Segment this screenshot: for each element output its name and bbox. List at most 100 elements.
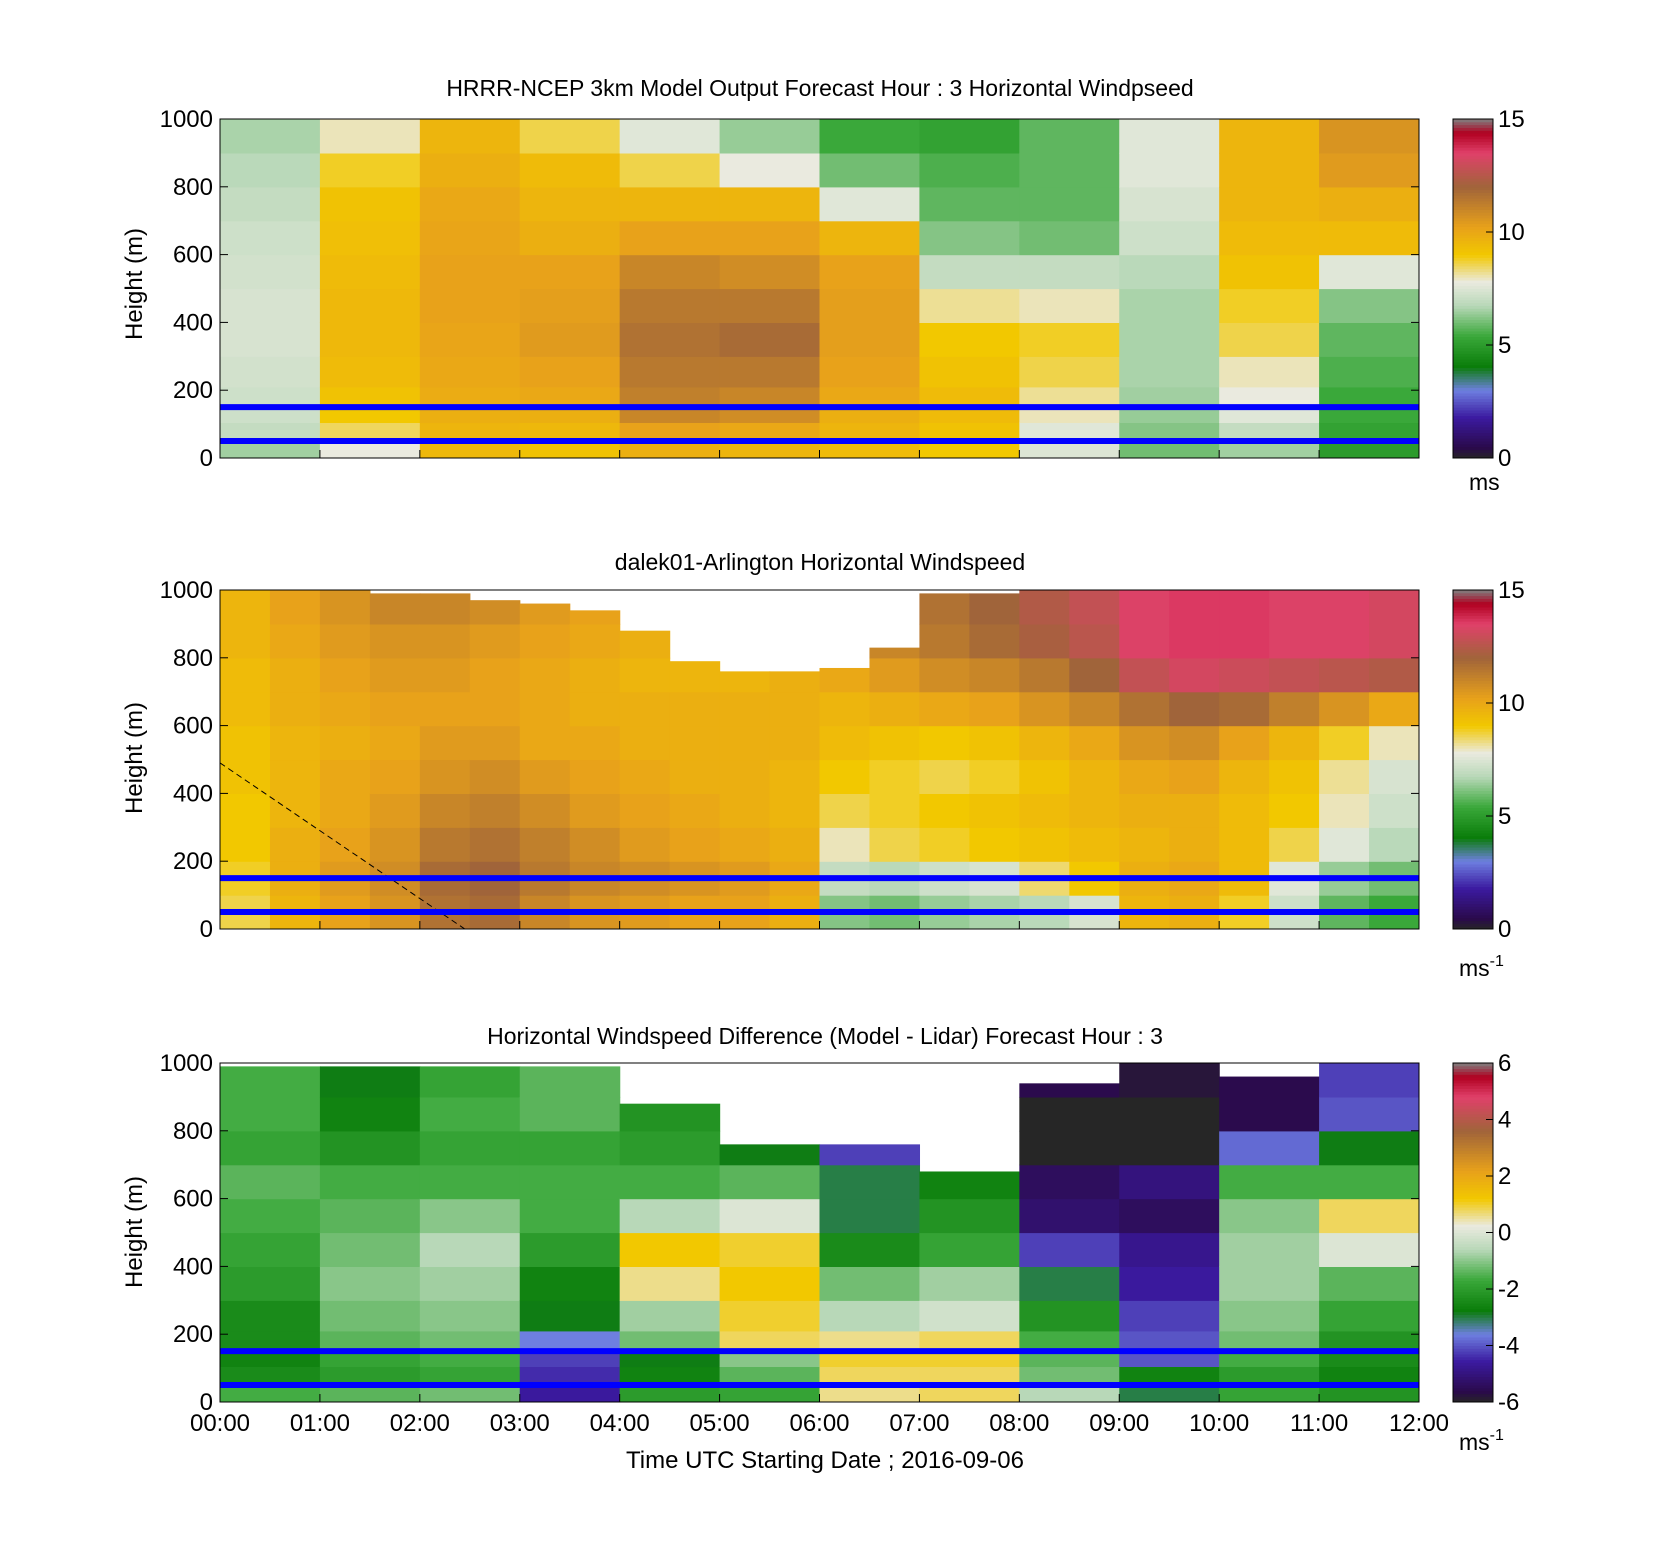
heatmap-cell (619, 827, 671, 862)
colorbar-frame (1452, 118, 1494, 459)
heatmap-cell (1119, 793, 1170, 828)
heatmap-cell (469, 725, 521, 761)
heatmap-cell (619, 691, 671, 727)
colorbar-segment (1453, 1161, 1493, 1166)
colorbar-segment (1453, 158, 1493, 162)
heatmap-cell (1019, 1198, 1120, 1234)
colorbar-segment (1453, 373, 1493, 377)
colorbar-segment (1453, 347, 1493, 352)
colorbar-segment (1453, 765, 1493, 769)
heatmap-cell (319, 1164, 421, 1200)
colorbar-segment (1453, 1133, 1493, 1137)
heatmap-cell (220, 1096, 321, 1132)
colorbar-segment (1453, 1142, 1493, 1146)
colorbar-segment (1453, 350, 1493, 354)
colorbar-segment (1453, 734, 1493, 738)
colorbar-segment (1453, 1368, 1493, 1372)
heatmap-cell (369, 793, 421, 828)
x-tick-label: 02:00 (390, 1410, 450, 1437)
heatmap-cell (1019, 1083, 1120, 1098)
colorbar-tick-label: 0 (1498, 445, 1511, 472)
heatmap-cell (1019, 827, 1070, 862)
colorbar-tick-label: -4 (1498, 1333, 1519, 1360)
colorbar-segment (1453, 1195, 1493, 1200)
heatmap-cell (1369, 793, 1419, 828)
heatmap-cell (319, 1096, 421, 1132)
colorbar-segment (1453, 909, 1493, 913)
colorbar-segment (1453, 330, 1493, 335)
colorbar-segment (1453, 381, 1493, 386)
colorbar-segment (1453, 736, 1493, 741)
heatmap-cell (669, 793, 721, 828)
colorbar-segment (1453, 1379, 1493, 1383)
heatmap-cell (1119, 152, 1220, 188)
colorbar-segment (1453, 1387, 1493, 1392)
heatmap-cell (919, 1171, 1020, 1200)
heatmap-cell (1219, 623, 1270, 659)
heatmap-cell (1319, 1266, 1419, 1301)
panel-difference: Horizontal Windspeed Difference (Model -… (121, 1023, 1519, 1474)
colorbar-segment (1453, 1269, 1493, 1273)
heatmap-cell (1019, 152, 1120, 188)
colorbar-segment (1453, 342, 1493, 346)
heatmap-cell (619, 725, 671, 761)
y-tick-label: 200 (173, 377, 213, 404)
colorbar-segment (1453, 234, 1493, 239)
heatmap-cell (619, 1330, 721, 1352)
heatmap-cell (469, 623, 521, 659)
colorbar-tick-label: 5 (1498, 803, 1511, 830)
heatmap-cell (1319, 152, 1419, 188)
colorbar-segment (1453, 598, 1493, 602)
y-tick-label: 200 (173, 1321, 213, 1348)
colorbar-segment (1453, 1252, 1493, 1256)
colorbar-unit: ms-1 (1459, 953, 1504, 981)
colorbar-segment (1453, 1243, 1493, 1248)
heatmap-cell (269, 691, 321, 727)
y-tick-label: 200 (173, 848, 213, 875)
colorbar-segment (1453, 1353, 1493, 1358)
heatmap-cell (1219, 1300, 1320, 1332)
heatmap-cell (1019, 1096, 1120, 1132)
unit-base: ms (1459, 1429, 1490, 1455)
colorbar-tick-label: -2 (1498, 1276, 1519, 1303)
colorbar-segment (1453, 1088, 1493, 1092)
colorbar-segment (1453, 384, 1493, 388)
colorbar-segment (1453, 897, 1493, 902)
heatmap-cell (1319, 119, 1419, 154)
colorbar-segment (1453, 864, 1493, 868)
heatmap-cell (1319, 657, 1370, 693)
colorbar-segment (1453, 449, 1493, 453)
colorbar-segment (1453, 776, 1493, 780)
heatmap-cell (869, 691, 921, 727)
colorbar-segment (1453, 1322, 1493, 1327)
x-tick-label: 12:00 (1389, 1410, 1449, 1437)
colorbar-segment (1453, 1173, 1493, 1177)
colorbar-segment (1453, 361, 1493, 366)
colorbar-tick-label: 15 (1498, 106, 1525, 133)
heatmap-cell (719, 793, 771, 828)
heatmap-cell (1369, 691, 1419, 727)
heatmap-cell (1119, 657, 1170, 693)
colorbar-segment (1453, 666, 1493, 670)
heatmap-cell (819, 725, 871, 761)
heatmap-cell (919, 623, 970, 659)
colorbar-segment (1453, 895, 1493, 899)
heatmap-cell (719, 1351, 821, 1368)
colorbar-segment (1453, 813, 1493, 817)
heatmap-cell (519, 1351, 621, 1368)
heatmap-cell (919, 827, 970, 862)
heatmap-cell (1269, 590, 1320, 625)
x-tick-label: 07:00 (889, 1410, 949, 1437)
colorbar-segment (1453, 657, 1493, 662)
colorbar-segment (1453, 748, 1493, 752)
heatmap-cell (719, 422, 821, 439)
colorbar-segment (1453, 161, 1493, 165)
colorbar-segment (1453, 652, 1493, 656)
heatmap-cell (419, 1198, 521, 1234)
y-tick-label: 0 (200, 916, 213, 943)
colorbar-segment (1453, 660, 1493, 664)
heatmap-cell (1219, 793, 1270, 828)
colorbar-segment (1453, 429, 1493, 434)
colorbar-frame (1452, 589, 1494, 930)
y-tick-label: 400 (173, 309, 213, 336)
